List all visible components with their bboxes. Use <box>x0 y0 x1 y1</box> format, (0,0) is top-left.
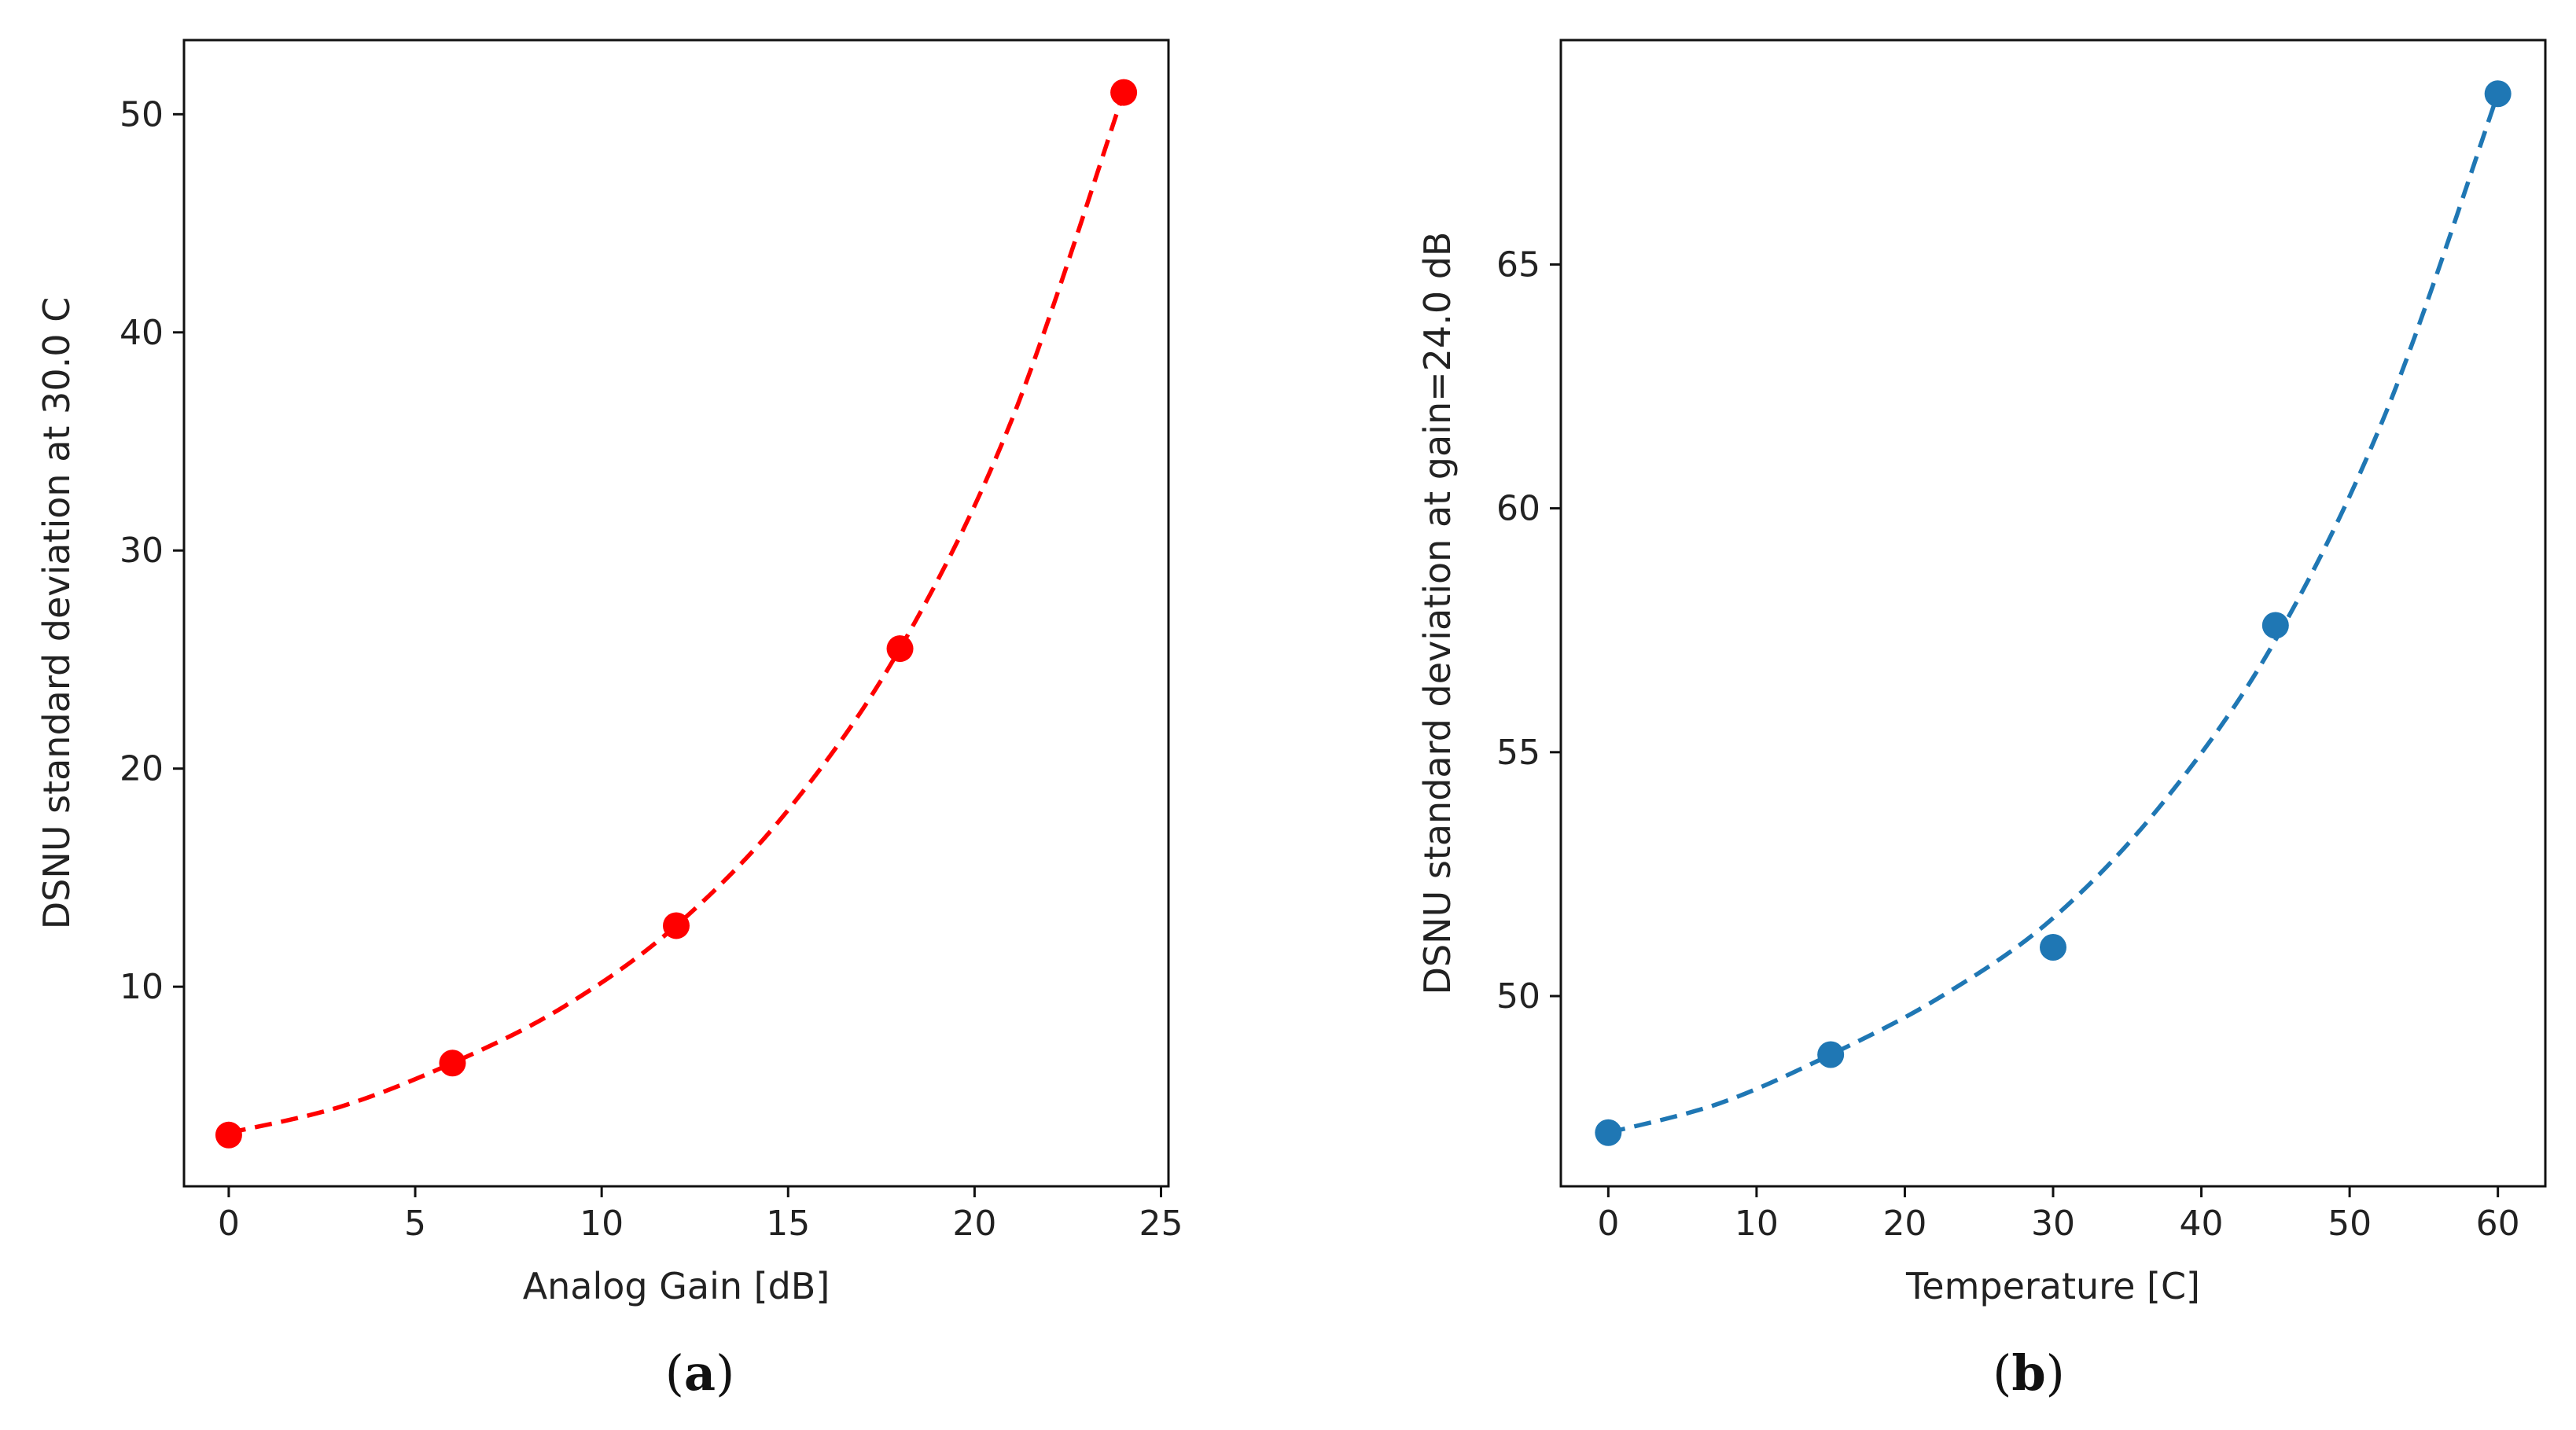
panel-a-x-tick-label: 25 <box>1139 1204 1183 1244</box>
panel-a-y-axis-label: DSNU standard deviation at 30.0 C <box>35 297 78 929</box>
panel-a-chart: 0 5 10 15 20 25 10 20 30 40 50 Analog Gain [dB] DS… <box>35 39 1183 1402</box>
panel-a-fit-curve <box>228 91 1126 1135</box>
panel-a-x-tick-label: 5 <box>404 1204 426 1244</box>
panel-b-caption-letter: b <box>2011 1344 2045 1402</box>
panel-b-x-tick-label: 20 <box>1882 1204 1926 1244</box>
panel-b-points <box>1595 80 2512 1146</box>
panel-a-x-axis-label: Analog Gain [dB] <box>523 1265 830 1307</box>
panel-a-x-tick-label: 15 <box>766 1204 810 1244</box>
panel-a-data-point <box>1110 79 1138 106</box>
panel-a-plot-frame <box>182 39 1170 1188</box>
panel-a-y-tick-label: 20 <box>120 749 164 789</box>
panel-a-caption-letter: a <box>684 1344 716 1402</box>
panel-a-x-tick-label: 20 <box>952 1204 996 1244</box>
panel-b-data-point <box>2484 80 2512 108</box>
panel-b-ticks: 0 10 20 30 40 50 60 50 55 60 65 <box>1496 244 2520 1244</box>
panel-b-y-tick-label: 60 <box>1496 489 1540 529</box>
panel-a-x-tick-label: 10 <box>580 1204 624 1244</box>
panel-a-data-point <box>215 1121 242 1149</box>
panel-b-y-tick-label: 55 <box>1496 733 1540 773</box>
panel-b-y-tick-label: 65 <box>1496 244 1540 285</box>
panel-a-y-tick-label: 40 <box>120 313 164 353</box>
panel-b-x-tick-label: 0 <box>1597 1204 1619 1244</box>
panel-b-fit-curve <box>1607 93 2501 1135</box>
panel-a-x-tick-label: 0 <box>218 1204 240 1244</box>
panel-b-data-point <box>2040 933 2066 961</box>
panel-a-ticks: 0 5 10 15 20 25 10 20 30 40 50 <box>120 94 1183 1244</box>
panel-b-x-tick-label: 10 <box>1735 1204 1779 1244</box>
panel-b-data-point <box>1817 1041 1845 1068</box>
panel-b-x-tick-label: 50 <box>2328 1204 2372 1244</box>
panel-b-caption: (b) <box>1993 1344 2065 1402</box>
panel-a-y-tick-label: 10 <box>120 967 164 1007</box>
panel-a-y-tick-label: 50 <box>120 94 164 134</box>
panel-b-x-tick-label: 40 <box>2180 1204 2224 1244</box>
panel-a-data-point <box>439 1050 466 1077</box>
panel-b-x-tick-label: 60 <box>2476 1204 2520 1244</box>
panel-b-x-tick-label: 30 <box>2031 1204 2075 1244</box>
panel-a-data-point <box>663 912 690 939</box>
panel-b-chart: 0 10 20 30 40 50 60 50 55 60 65 Temperature [C] DS… <box>1416 39 2547 1402</box>
panel-a-data-point <box>886 635 914 663</box>
panel-b-y-tick-label: 50 <box>1496 976 1540 1016</box>
panel-b-y-axis-label: DSNU standard deviation at gain=24.0 dB <box>1416 232 1459 995</box>
panel-b-plot-frame <box>1559 39 2547 1188</box>
panel-b-x-axis-label: Temperature [C] <box>1905 1265 2200 1307</box>
panel-a-caption: (a) <box>665 1344 735 1402</box>
panel-b-data-point <box>2261 612 2289 639</box>
panel-a-points <box>215 79 1138 1149</box>
panel-b-data-point <box>1595 1119 1622 1146</box>
panel-a-y-tick-label: 30 <box>120 531 164 571</box>
